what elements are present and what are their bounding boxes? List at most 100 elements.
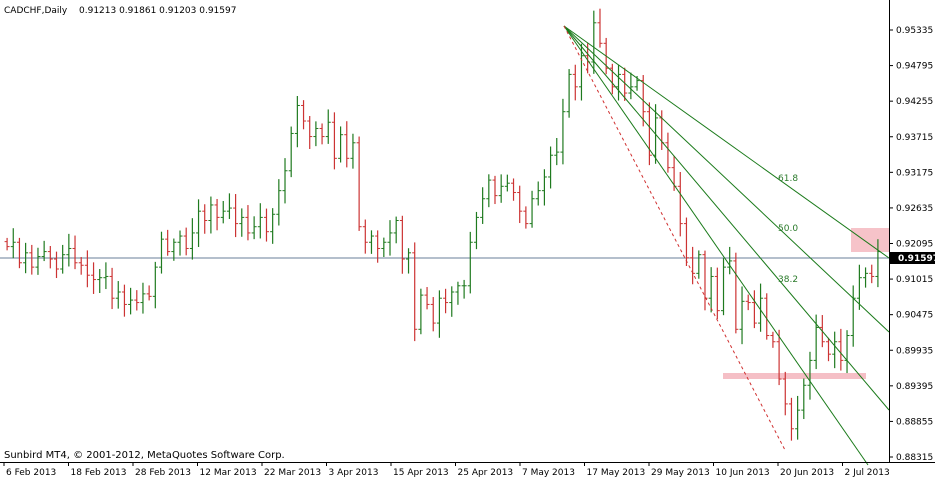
ohlc-bar — [443, 288, 449, 314]
price-tick-label: 0.92095 — [896, 240, 933, 250]
ohlc-bar — [146, 285, 152, 301]
date-tick-label: 12 Mar 2013 — [200, 468, 257, 478]
ohlc-bar — [714, 267, 720, 320]
ohlc-bar — [189, 218, 195, 260]
ohlc-bar — [350, 133, 356, 169]
price-tick-label: 0.93715 — [896, 133, 933, 143]
ohlc-bar — [233, 194, 239, 238]
ohlc-bar — [288, 126, 294, 178]
ohlc-bar — [523, 206, 529, 229]
date-tick-label: 28 Feb 2013 — [135, 468, 191, 478]
ohlc-bar — [591, 10, 597, 74]
ohlc-bar — [807, 351, 813, 400]
ohlc-bar — [480, 187, 486, 224]
ohlc-bar — [832, 331, 838, 369]
date-tick-label: 6 Feb 2013 — [6, 468, 56, 478]
ohlc-bar — [498, 174, 504, 203]
ohlc-bar — [424, 287, 430, 310]
ohlc-bar — [196, 199, 202, 247]
ohlc-values: 0.91213 0.91861 0.91203 0.91597 — [79, 6, 236, 16]
fan-line-4 — [563, 25, 869, 466]
fib-label-38-2: 38.2 — [778, 275, 798, 285]
ohlc-bar — [47, 246, 53, 269]
ohlc-bar — [554, 137, 560, 166]
ohlc-bar — [35, 247, 41, 275]
fan-line-38-2 — [563, 25, 890, 411]
symbol-label: CADCHF,Daily — [4, 6, 68, 16]
current-price-label: 0.91597 — [898, 254, 935, 264]
time-axis-ticks: 6 Feb 2013 18 Feb 2013 28 Feb 2013 12 Mar 2… — [3, 462, 890, 478]
ohlc-bar — [134, 290, 140, 311]
ohlc-bar — [214, 198, 220, 231]
ohlc-bar — [560, 98, 566, 165]
ohlc-bar — [696, 250, 702, 279]
date-tick-label: 22 Mar 2013 — [264, 468, 321, 478]
ohlc-bar — [66, 233, 72, 267]
ohlc-bar — [578, 43, 584, 101]
ohlc-bar — [665, 132, 671, 173]
ohlc-bar — [226, 193, 232, 219]
ohlc-bar — [764, 293, 770, 340]
ohlc-bar — [270, 208, 276, 244]
date-tick-label: 25 Apr 2013 — [458, 468, 514, 478]
ohlc-bar — [183, 227, 189, 256]
ohlc-bar — [152, 261, 158, 309]
date-tick-label: 7 May 2013 — [522, 468, 575, 478]
ohlc-bar — [683, 217, 689, 267]
ohlc-bar — [566, 69, 572, 118]
fan-base-dashed-line — [563, 25, 786, 451]
date-tick-label: 3 Apr 2013 — [329, 468, 379, 478]
ohlc-bar — [795, 395, 801, 440]
ohlc-bar — [758, 283, 764, 332]
date-tick-label: 20 Jun 2013 — [780, 468, 834, 478]
ohlc-bar — [294, 95, 300, 148]
price-tick-label: 0.94795 — [896, 62, 933, 72]
ohlc-bar — [78, 257, 84, 275]
ohlc-bar — [84, 250, 90, 288]
ohlc-bar — [628, 72, 634, 100]
ohlc-bar — [856, 264, 862, 310]
ohlc-bar — [362, 219, 368, 254]
ohlc-bar — [572, 64, 578, 101]
ohlc-bar — [158, 231, 164, 274]
ohlc-bar — [257, 203, 263, 239]
ohlc-bar — [467, 231, 473, 294]
price-tick-label: 0.90475 — [896, 311, 933, 321]
ohlc-bar — [344, 121, 350, 168]
price-tick-label: 0.88315 — [896, 453, 933, 463]
ohlc-bar — [646, 102, 652, 166]
ohlc-bar — [109, 267, 115, 310]
ohlc-bar — [727, 246, 733, 275]
ohlc-bar — [16, 237, 22, 269]
gann-fan-lines — [563, 25, 890, 466]
ohlc-bar — [208, 196, 214, 234]
price-tick-label: 0.91015 — [896, 275, 933, 285]
ohlc-bar — [103, 262, 109, 290]
ohlc-bar — [121, 284, 127, 317]
price-tick-label: 0.94255 — [896, 97, 933, 107]
price-tick-label: 0.89935 — [896, 346, 933, 356]
date-tick-label: 2 Jul 2013 — [845, 468, 890, 478]
ohlc-bar — [517, 185, 523, 224]
ohlc-bar — [331, 112, 337, 170]
ohlc-bar — [313, 121, 319, 147]
ohlc-bar — [177, 230, 183, 256]
date-tick-label: 17 May 2013 — [587, 468, 646, 478]
ohlc-bar — [53, 251, 59, 279]
ohlc-bar — [91, 262, 97, 294]
date-tick-label: 15 Apr 2013 — [393, 468, 449, 478]
ohlc-bar — [801, 378, 807, 420]
ohlc-bar — [826, 337, 832, 362]
ohlc-bar — [251, 216, 257, 240]
ohlc-bar — [449, 286, 455, 317]
price-bars — [4, 8, 881, 441]
ohlc-bar — [245, 205, 251, 241]
resistance-zone-top — [851, 228, 889, 252]
ohlc-bar — [29, 244, 35, 275]
ohlc-bar — [263, 208, 269, 242]
ohlc-bar — [4, 237, 10, 251]
ohlc-bar — [455, 281, 461, 305]
price-tick-label: 0.92635 — [896, 204, 933, 214]
